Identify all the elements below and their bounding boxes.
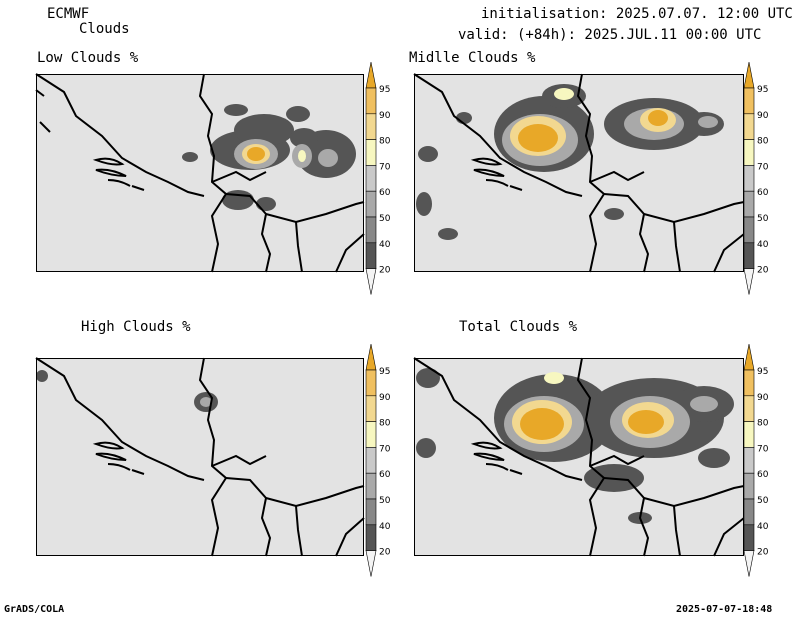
colorbar-segment xyxy=(743,190,755,218)
model-label: ECMWF xyxy=(47,6,90,22)
colorbar-segment xyxy=(365,395,377,422)
colorbar-low: 95 90 80 70 60 50 40 20 xyxy=(365,61,391,295)
colorbar-segment xyxy=(743,447,755,474)
colorbar-tick-label: 20 xyxy=(379,266,391,276)
colorbar-tick-label: 20 xyxy=(757,548,769,558)
colorbar-tick-label: 40 xyxy=(757,522,769,532)
colorbar-top-triangle xyxy=(743,343,755,371)
colorbar-middle: 95 90 80 70 60 50 40 20 xyxy=(743,61,769,295)
colorbar-tick-label: 70 xyxy=(379,162,391,172)
colorbar-bottom-triangle xyxy=(743,268,755,295)
colorbar-bottom-triangle xyxy=(365,550,377,577)
product-label: Clouds xyxy=(79,21,130,37)
colorbar-total: 95 90 80 70 60 50 40 20 xyxy=(743,343,769,577)
footer-software: GrADS/COLA xyxy=(4,604,65,615)
colorbar-high: 95 90 80 70 60 50 40 20 xyxy=(365,343,391,577)
colorbar-tick-label: 90 xyxy=(379,393,391,403)
colorbar-segment xyxy=(743,421,755,448)
colorbar-tick-label: 80 xyxy=(379,137,391,147)
valid-label: valid: (+84h): 2025.JUL.11 00:00 UTC xyxy=(458,27,762,43)
colorbar-top-triangle xyxy=(365,61,377,89)
colorbar-tick-label: 90 xyxy=(757,111,769,121)
footer-timestamp: 2025-07-07-18:48 xyxy=(676,604,773,615)
map-panel-total xyxy=(413,357,745,557)
colorbar-segment xyxy=(743,216,755,244)
map-panel-low xyxy=(35,73,365,273)
colorbar-segment xyxy=(743,242,755,269)
colorbar-segment xyxy=(743,395,755,422)
colorbar-segment xyxy=(743,472,755,500)
colorbar-tick-label: 80 xyxy=(757,419,769,429)
colorbar-tick-label: 90 xyxy=(379,111,391,121)
colorbar-tick-label: 40 xyxy=(757,240,769,250)
colorbar-tick-label: 50 xyxy=(757,214,769,224)
colorbar-tick-label: 95 xyxy=(379,367,390,377)
colorbar-top-triangle xyxy=(743,61,755,89)
colorbar-segment xyxy=(365,421,377,448)
colorbar-segment xyxy=(365,242,377,269)
colorbar-segment xyxy=(365,139,377,166)
colorbar-tick-label: 60 xyxy=(379,470,391,480)
map-panel-high xyxy=(35,357,365,557)
colorbar-tick-label: 70 xyxy=(757,162,769,172)
panel-title-total: Total Clouds % xyxy=(459,319,578,335)
colorbar-segment xyxy=(743,113,755,140)
colorbar-tick-label: 95 xyxy=(757,85,768,95)
colorbar-segment xyxy=(365,190,377,218)
colorbar-tick-label: 80 xyxy=(757,137,769,147)
colorbar-bottom-triangle xyxy=(743,550,755,577)
colorbar-tick-label: 50 xyxy=(379,496,391,506)
panel-title-middle: Midlle Clouds % xyxy=(409,50,536,66)
borders xyxy=(413,73,745,273)
colorbar-segment xyxy=(743,369,755,397)
colorbar-tick-label: 40 xyxy=(379,522,391,532)
colorbar-bottom-triangle xyxy=(365,268,377,295)
colorbar-tick-label: 50 xyxy=(757,496,769,506)
colorbar-tick-label: 50 xyxy=(379,214,391,224)
colorbar-segment xyxy=(365,216,377,244)
colorbar-segment xyxy=(365,498,377,526)
colorbar-segment xyxy=(743,524,755,551)
colorbar-segment xyxy=(365,369,377,397)
colorbar-segment xyxy=(365,165,377,192)
colorbar-tick-label: 95 xyxy=(757,367,768,377)
colorbar-tick-label: 90 xyxy=(757,393,769,403)
colorbar-tick-label: 70 xyxy=(757,444,769,454)
borders xyxy=(413,357,745,557)
initialisation-label: initialisation: 2025.07.07. 12:00 UTC xyxy=(481,6,793,22)
borders xyxy=(35,73,365,273)
cloud-layer xyxy=(416,84,724,240)
colorbar-tick-label: 60 xyxy=(757,188,769,198)
colorbar-tick-label: 20 xyxy=(757,266,769,276)
cloud-layer xyxy=(416,368,734,524)
colorbar-tick-label: 70 xyxy=(379,444,391,454)
colorbar-segment xyxy=(743,498,755,526)
colorbar-tick-label: 20 xyxy=(379,548,391,558)
colorbar-segment xyxy=(365,113,377,140)
colorbar-tick-label: 60 xyxy=(379,188,391,198)
panel-title-high: High Clouds % xyxy=(81,319,191,335)
colorbar-segment xyxy=(743,87,755,115)
borders xyxy=(35,357,365,557)
colorbar-segment xyxy=(365,447,377,474)
colorbar-segment xyxy=(743,139,755,166)
colorbar-tick-label: 95 xyxy=(379,85,390,95)
colorbar-segment xyxy=(365,87,377,115)
colorbar-segment xyxy=(365,472,377,500)
map-panel-middle xyxy=(413,73,745,273)
colorbar-tick-label: 80 xyxy=(379,419,391,429)
colorbar-tick-label: 40 xyxy=(379,240,391,250)
colorbar-tick-label: 60 xyxy=(757,470,769,480)
colorbar-top-triangle xyxy=(365,343,377,371)
panel-title-low: Low Clouds % xyxy=(37,50,139,66)
colorbar-segment xyxy=(365,524,377,551)
colorbar-segment xyxy=(743,165,755,192)
